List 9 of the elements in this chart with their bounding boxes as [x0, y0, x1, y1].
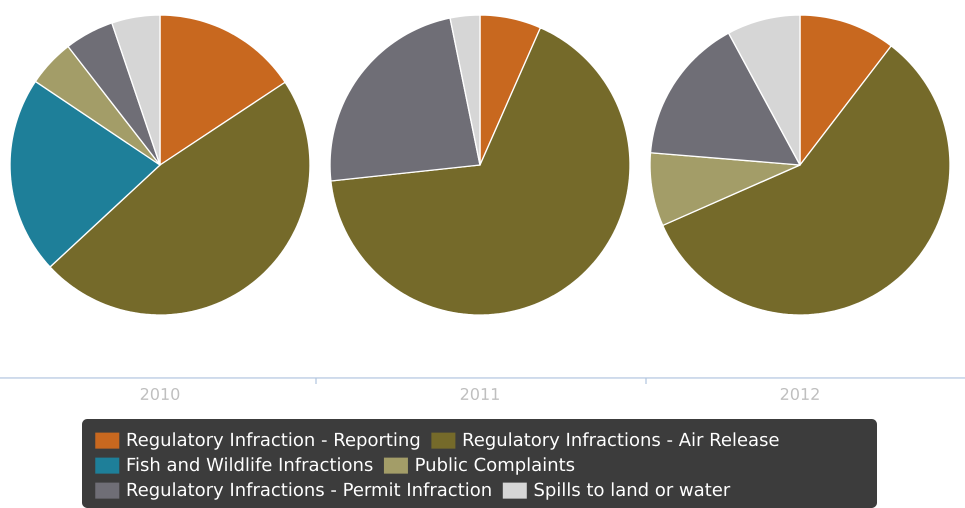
- slice-label: 2012: [780, 388, 819, 400]
- legend-label: Regulatory Infractions - Air Release: [464, 432, 779, 450]
- legend-label: Regulatory Infractions - Permit Infraction: [128, 482, 491, 500]
- legend-label: Spills to land or water: [534, 482, 730, 500]
- legend-label: Public Complaints: [416, 457, 574, 475]
- legend-label: Fish and Wildlife Infractions: [128, 457, 372, 472]
- legend-label: Regulatory Infraction - Reporting: [128, 432, 420, 450]
- slice-label: 2011: [460, 388, 499, 400]
- slice-label: 2010: [140, 388, 180, 400]
